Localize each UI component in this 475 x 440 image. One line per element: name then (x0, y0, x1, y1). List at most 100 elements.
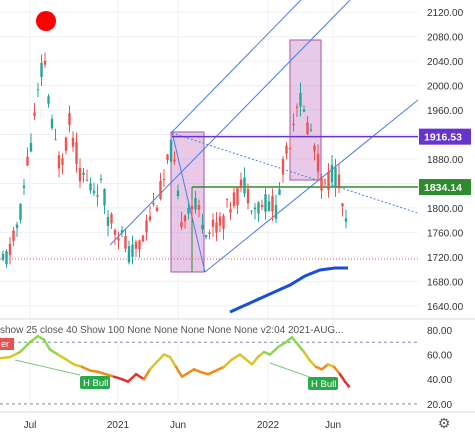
time-tick-label: 2022 (257, 420, 280, 431)
time-tick-label: Jun (170, 420, 186, 431)
candle (5, 248, 8, 268)
candle-body (330, 164, 334, 183)
candle (341, 203, 344, 217)
candle (106, 209, 110, 237)
candle (152, 192, 155, 207)
candle-body (8, 243, 12, 256)
candle-body (183, 215, 187, 222)
candle-body (71, 137, 75, 147)
candle-body (313, 145, 316, 152)
candle-body (274, 204, 278, 220)
candle-body (197, 205, 201, 210)
candle-body (246, 188, 250, 204)
candle-body (271, 195, 274, 212)
price-tick-label: 1800.00 (427, 204, 464, 215)
candle-body (89, 183, 92, 191)
indicator-legend: show 25 close 40 Show 100 None None None… (0, 325, 344, 336)
channel-edge-line (171, 131, 206, 273)
indicator-tag-text: er (1, 339, 9, 349)
indicator-tick-label: 60.00 (427, 351, 452, 362)
price-tick-label: 2120.00 (427, 8, 464, 19)
time-tick-label: Jun (325, 420, 341, 431)
candle-body (344, 218, 348, 222)
candle (208, 229, 211, 240)
candle-body (229, 209, 232, 213)
candle-body (201, 224, 204, 230)
candle (334, 158, 337, 197)
oscillator-segment (284, 336, 294, 344)
candle (54, 128, 57, 141)
candle (15, 221, 19, 237)
price-label-text: 1834.14 (424, 182, 462, 194)
candle (306, 115, 309, 136)
candle (194, 190, 197, 214)
candle (138, 239, 141, 258)
candle (12, 227, 15, 246)
candle (145, 214, 148, 241)
candle (19, 203, 22, 224)
candle (103, 188, 106, 214)
candle-body (211, 219, 215, 227)
candle-body (96, 195, 99, 197)
candle-body (117, 238, 120, 241)
candle-body (134, 242, 138, 249)
candle (299, 82, 302, 117)
candle (155, 204, 159, 212)
candle (330, 154, 334, 188)
candle-body (267, 201, 271, 212)
candle-body (85, 179, 89, 181)
oscillator-segment (174, 365, 184, 378)
candle (257, 201, 260, 222)
candle-body (194, 197, 197, 210)
candle (281, 156, 285, 183)
candle (264, 188, 267, 220)
candle-body (320, 176, 323, 191)
oscillator-segment (48, 348, 60, 356)
candle-body (26, 156, 29, 166)
candle-body (131, 244, 134, 257)
candle-body (236, 186, 239, 206)
candle-body (295, 106, 299, 108)
candle-body (187, 207, 190, 214)
candle (313, 143, 316, 161)
candle-body (162, 178, 166, 180)
time-tick-label: 2021 (107, 420, 130, 431)
candle (232, 187, 236, 209)
h-bull-signal-box (80, 376, 110, 389)
price-tick-label: 2040.00 (427, 57, 464, 68)
indicator-pane: show 25 close 40 Show 100 None None None… (0, 325, 452, 411)
oscillator-segment (238, 353, 248, 361)
candle (131, 235, 134, 265)
candle-body (138, 240, 141, 250)
candle-body (75, 142, 78, 165)
candle (78, 158, 82, 189)
candle (292, 113, 295, 132)
candle (36, 82, 40, 98)
h-bull-signal-box (308, 377, 338, 390)
candle (169, 137, 173, 165)
candle (33, 102, 36, 121)
candles (1, 52, 348, 268)
candle (187, 202, 190, 220)
candle-body (173, 159, 176, 162)
price-label-box (419, 128, 471, 145)
candle (50, 114, 54, 131)
candle-body (278, 189, 281, 196)
oscillator-segment (244, 358, 254, 366)
candle-body (176, 190, 180, 197)
candle (222, 213, 225, 240)
oscillator-segment (142, 368, 152, 381)
gear-icon[interactable]: ⚙ (437, 416, 451, 432)
candle (225, 198, 229, 208)
candle-body (68, 112, 71, 125)
channel-lower-line (204, 99, 419, 273)
moving-average-line (229, 266, 348, 314)
oscillator-segment (230, 353, 242, 361)
candle (215, 212, 218, 242)
candle (162, 168, 166, 188)
candle-body (141, 235, 145, 242)
candle-body (250, 210, 253, 212)
candle (323, 178, 327, 186)
oscillator-segment (256, 350, 266, 359)
